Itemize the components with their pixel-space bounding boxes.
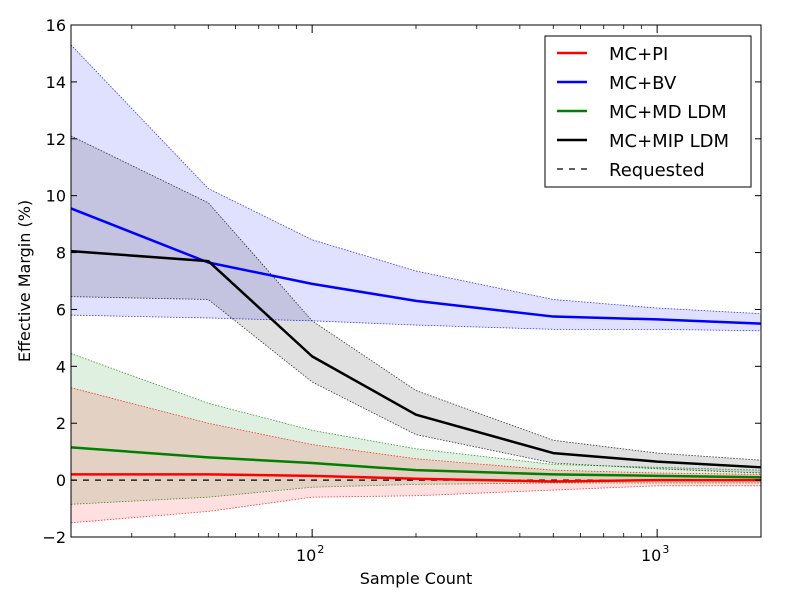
- series-lines: [70, 207, 762, 483]
- band-upper-mc-md-ldm: [70, 353, 762, 471]
- confidence-bands: [70, 44, 762, 524]
- legend-label-mc-pi: MC+PI: [609, 44, 668, 65]
- x-tick-label: 102: [296, 543, 324, 565]
- y-tick-label: 10: [46, 187, 66, 206]
- series-line-mc-mip-ldm: [70, 249, 762, 469]
- band-mc-bv: [71, 44, 761, 331]
- y-tick-label: 2: [56, 414, 66, 433]
- legend-label-mc-bv: MC+BV: [609, 73, 677, 94]
- band-lower-mc-bv: [70, 314, 762, 332]
- band-mc-pi: [71, 387, 761, 523]
- band-upper-mc-pi: [70, 387, 762, 475]
- axis-ticks: −2 0 2 4 6 8 10 12 14 16 102 103: [42, 16, 762, 565]
- y-tick-label: 0: [56, 471, 66, 490]
- y-tick-label: 8: [56, 244, 66, 263]
- band-lower-mc-md-ldm: [70, 482, 761, 505]
- y-tick-label: 4: [56, 357, 66, 376]
- y-tick-label: −2: [42, 528, 66, 547]
- band-mc-md-ldm: [71, 353, 761, 505]
- legend: MC+PI MC+BV MC+MD LDM MC+MIP LDM Requested: [544, 35, 752, 188]
- band-lower-mc-mip-ldm: [70, 296, 762, 474]
- y-tick-label: 16: [46, 16, 66, 35]
- legend-label-mc-md-ldm: MC+MD LDM: [609, 102, 727, 123]
- series-line-mc-pi: [71, 473, 761, 483]
- x-axis-label: Sample Count: [360, 569, 473, 588]
- y-tick-label: 14: [46, 73, 66, 92]
- y-axis-label: Effective Margin (%): [15, 200, 34, 362]
- y-tick-label: 6: [56, 300, 66, 319]
- legend-label-mc-mip-ldm: MC+MIP LDM: [609, 131, 729, 152]
- band-mc-mip-ldm: [71, 135, 761, 473]
- series-line-mc-md-ldm: [70, 446, 762, 479]
- y-tick-label: 12: [46, 130, 66, 149]
- x-tick-label: 103: [641, 543, 669, 565]
- band-upper-mc-bv: [70, 44, 762, 315]
- legend-label-requested: Requested: [609, 160, 705, 181]
- band-lower-mc-pi: [70, 485, 761, 524]
